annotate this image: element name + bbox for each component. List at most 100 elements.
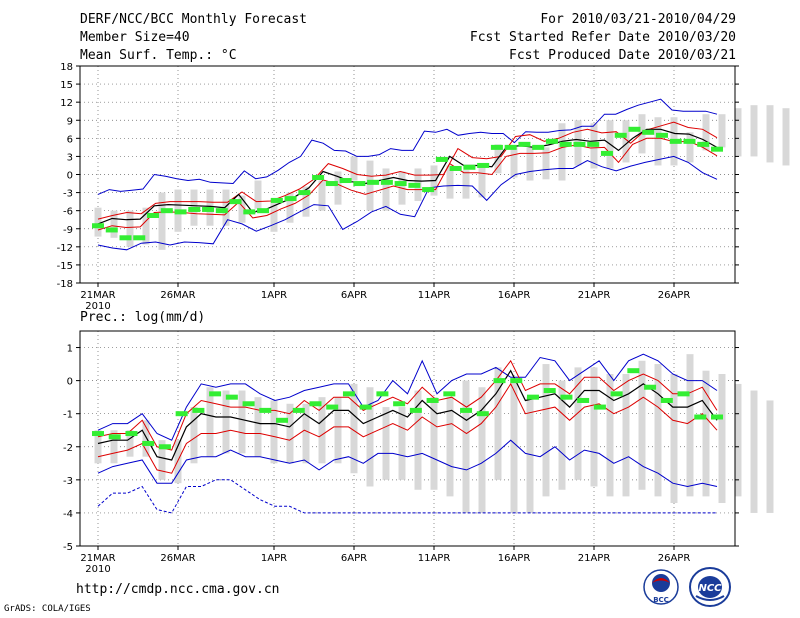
prec-box: [718, 374, 726, 503]
prec-observed-marker: [694, 414, 707, 420]
temp-box: [542, 147, 550, 180]
temp-box: [734, 108, 742, 157]
temp-observed-marker: [119, 235, 132, 241]
prec-box: [414, 390, 422, 490]
source-url[interactable]: http://cmdp.ncc.cma.gov.cn: [76, 582, 280, 597]
prec-observed-marker: [142, 440, 155, 446]
temperature-variable-label: Mean Surf. Temp.: °C: [80, 48, 237, 63]
temp-ytick-label: 0: [67, 171, 73, 182]
temp-observed-marker: [312, 175, 325, 181]
prec-box: [430, 397, 438, 490]
temp-observed-marker: [573, 141, 586, 147]
prec-observed-marker: [711, 414, 723, 420]
prec-box: [686, 354, 694, 497]
prec-observed-marker: [443, 391, 456, 397]
prec-box: [334, 397, 342, 464]
temp-box: [366, 160, 374, 211]
prec-box: [462, 380, 470, 513]
temp-box: [382, 168, 390, 211]
prec-box: [110, 430, 118, 464]
temp-box: [142, 207, 150, 245]
bcc-logo: BCC: [642, 568, 680, 606]
prec-observed-marker: [92, 431, 104, 437]
prec-frame: [79, 330, 736, 547]
prec-box: [254, 397, 262, 457]
prec-lower-line: [97, 382, 718, 474]
member-size-label: Member Size=40: [80, 30, 190, 45]
prec-observed-marker: [560, 394, 573, 400]
prec-box: [590, 367, 598, 487]
temp-observed-marker: [422, 187, 435, 193]
temp-ytick-label: 18: [60, 62, 73, 73]
temp-box: [510, 147, 518, 178]
temp-xtick-label: 26APR: [658, 290, 691, 301]
prec-ytick-label: -2: [63, 443, 73, 454]
prec-box: [238, 390, 246, 454]
temp-box: [286, 192, 294, 223]
ncc-logo-text: NCC: [698, 583, 722, 594]
temp-observed-marker: [628, 126, 641, 132]
prec-ytick-label: -5: [63, 542, 73, 553]
temp-observed-marker: [408, 182, 421, 188]
temp-observed-marker: [711, 146, 723, 152]
temp-observed-marker: [669, 138, 682, 144]
temp-observed-marker: [559, 141, 572, 147]
temp-max-line: [97, 98, 718, 195]
temp-box: [782, 108, 790, 166]
temp-observed-marker: [697, 141, 710, 147]
temp-observed-marker: [284, 196, 297, 202]
temp-xtick-label: 16APR: [498, 290, 531, 301]
forecast-produced-label: Fcst Produced Date 2010/03/21: [509, 48, 736, 63]
temp-observed-marker: [174, 209, 187, 215]
prec-box: [510, 380, 518, 513]
prec-max-line: [97, 353, 718, 441]
prec-min-line: [97, 439, 718, 488]
prec-observed-marker: [276, 417, 289, 423]
prec-box: [366, 387, 374, 487]
temp-box: [478, 165, 486, 198]
prec-observed-marker: [543, 388, 556, 394]
prec-box: [734, 383, 742, 497]
prec-observed-marker: [326, 404, 339, 410]
forecast-period-label: For 2010/03/21-2010/04/29: [540, 12, 736, 27]
prec-observed-marker: [158, 444, 171, 450]
prec-box: [494, 367, 502, 480]
temp-ytick-label: -9: [63, 225, 73, 236]
temp-observed-marker: [394, 181, 407, 187]
temp-observed-marker: [257, 208, 270, 214]
prec-observed-marker: [644, 384, 657, 390]
temp-xtick-label: 6APR: [341, 290, 367, 301]
temp-observed-marker: [504, 144, 517, 150]
prec-box: [478, 387, 486, 513]
prec-box: [654, 364, 662, 497]
prec-upper-line: [97, 359, 718, 451]
temp-box: [526, 147, 534, 181]
temp-lower-line: [97, 137, 718, 231]
temp-box: [702, 114, 710, 151]
temp-box: [462, 170, 470, 199]
prec-box: [622, 374, 630, 497]
temp-ytick-label: 12: [60, 98, 73, 109]
prec-floor-line: [97, 479, 717, 514]
temp-ytick-label: -15: [57, 261, 73, 272]
prec-box: [542, 364, 550, 497]
temp-observed-marker: [518, 141, 531, 147]
temp-box: [238, 195, 246, 223]
prec-observed-marker: [593, 404, 606, 410]
temp-observed-marker: [490, 144, 503, 150]
prec-xtick-label: 26APR: [658, 553, 691, 564]
prec-xtick-label: 21MAR: [80, 553, 115, 564]
prec-observed-marker: [359, 404, 372, 410]
prec-mean-line: [97, 369, 718, 461]
temp-observed-marker: [614, 132, 627, 138]
temp-box: [126, 210, 134, 247]
temp-observed-marker: [655, 132, 668, 138]
prec-box: [702, 370, 710, 497]
temp-upper-line: [97, 121, 718, 220]
prec-ytick-label: -1: [63, 410, 73, 421]
prec-box: [270, 400, 278, 464]
temp-ytick-label: 3: [67, 152, 73, 163]
prec-observed-marker: [493, 378, 506, 384]
temp-observed-marker: [367, 179, 380, 185]
prec-box: [94, 430, 102, 464]
